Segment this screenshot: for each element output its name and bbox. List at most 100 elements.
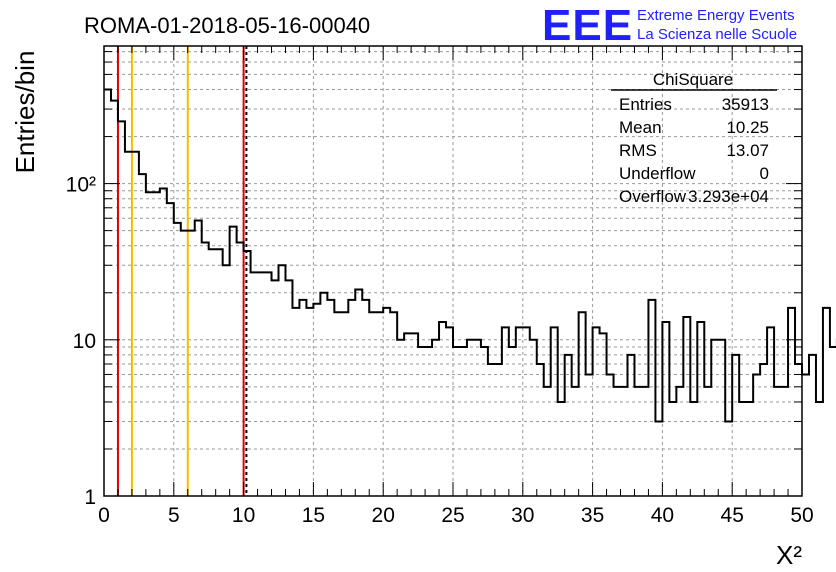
histogram-bin	[774, 387, 781, 496]
histogram-bin	[614, 387, 621, 496]
x-tick-label: 5	[168, 504, 180, 527]
histogram-bin	[746, 402, 753, 496]
histogram-bin	[251, 272, 258, 496]
histogram-bin	[488, 364, 495, 496]
histogram-bin	[516, 327, 523, 496]
histogram-bin	[697, 322, 704, 496]
histogram-bin	[704, 387, 711, 496]
histogram-bin	[572, 387, 579, 496]
histogram-bin	[146, 192, 153, 496]
histogram-bin	[453, 347, 460, 496]
histogram-bin	[230, 227, 237, 496]
histogram-bin	[397, 340, 404, 496]
x-tick-label: 20	[372, 504, 395, 527]
histogram-bin	[690, 402, 697, 496]
histogram-bin	[125, 152, 132, 496]
histogram-bin	[285, 280, 292, 496]
eee-logo-letters: EEE	[542, 1, 633, 50]
histogram-bin	[272, 280, 279, 496]
eee-logo-line-1: Extreme Energy Events	[637, 7, 795, 24]
stats-value-rms: 13.07	[726, 141, 769, 160]
histogram-bin	[258, 272, 265, 496]
histogram-bin	[320, 293, 327, 496]
histogram-bin	[202, 242, 209, 496]
chart-title: ROMA-01-2018-05-16-00040	[84, 13, 370, 38]
x-tick-label: 50	[790, 504, 813, 527]
histogram-bin	[209, 249, 216, 496]
histogram-bin	[586, 374, 593, 496]
histogram-bin	[348, 300, 355, 496]
histogram-bin	[781, 387, 788, 496]
x-tick-label: 15	[302, 504, 325, 527]
axes	[103, 45, 803, 497]
stats-label-mean: Mean	[619, 118, 662, 137]
histogram-bin	[753, 374, 760, 496]
histogram-bin	[593, 327, 600, 496]
histogram-bin	[265, 272, 272, 496]
y-axis-title: Entries/bin	[10, 51, 40, 174]
histogram-bin	[299, 300, 306, 496]
histogram-bin	[418, 347, 425, 496]
x-axis-title: X²	[776, 540, 802, 570]
histogram-bin	[760, 364, 767, 496]
histogram-bin	[306, 308, 313, 496]
histogram-bin	[446, 327, 453, 496]
histogram-bin	[181, 231, 188, 496]
histogram-bin	[788, 308, 795, 496]
histogram-bin	[600, 333, 607, 496]
x-tick-label: 30	[511, 504, 534, 527]
x-tick-label: 10	[232, 504, 255, 527]
tick-labels: 0 5 10 15 20 25 30 35 40 45 50 1 10 10²	[66, 174, 814, 527]
histogram-bin	[662, 322, 669, 496]
histogram-bin	[118, 121, 125, 496]
stats-value-mean: 10.25	[726, 118, 769, 137]
histogram-bin	[739, 402, 746, 496]
x-tick-label: 40	[651, 504, 674, 527]
histogram-bin	[537, 364, 544, 496]
stats-box: ChiSquare Entries 35913 Mean 10.25 RMS 1…	[611, 70, 777, 206]
histogram-bin	[139, 174, 146, 496]
x-tick-label: 45	[721, 504, 744, 527]
histogram-bin	[383, 308, 390, 496]
histogram-bin	[718, 340, 725, 496]
histogram-bin	[425, 347, 432, 496]
histogram-bin	[530, 340, 537, 496]
stats-value-underflow: 0	[760, 164, 769, 183]
stats-label-overflow: Overflow	[619, 187, 687, 206]
histogram-bin	[558, 402, 565, 496]
histogram-bin	[467, 340, 474, 496]
histogram-bin	[628, 355, 635, 496]
stats-label-rms: RMS	[619, 141, 657, 160]
stats-value-overflow: 3.293e+04	[688, 187, 769, 206]
eee-logo-line-2: La Scienza nelle Scuole	[637, 26, 797, 43]
histogram-bin	[495, 364, 502, 496]
histogram-bin	[460, 347, 467, 496]
histogram-bin	[237, 242, 244, 496]
histogram-bin	[579, 312, 586, 496]
histogram-bin	[369, 312, 376, 496]
histogram-bin	[341, 312, 348, 496]
histogram-bin	[823, 308, 830, 496]
y-tick-label: 10	[73, 330, 96, 353]
histogram-bin	[502, 327, 509, 496]
histogram-bin	[474, 340, 481, 496]
histogram-bin	[174, 223, 181, 496]
histogram-bin	[279, 265, 286, 496]
histogram-bin	[132, 152, 139, 496]
histogram-bin	[634, 387, 641, 496]
histogram-bin	[439, 322, 446, 496]
histogram-bin	[432, 340, 439, 496]
histogram-bin	[188, 231, 195, 496]
histogram-bin	[195, 221, 202, 496]
histogram-bin	[244, 251, 251, 496]
grid	[104, 46, 802, 496]
y-tick-label: 10²	[66, 174, 96, 197]
histogram-bin	[327, 300, 334, 496]
histogram-bin	[404, 333, 411, 496]
x-tick-label: 25	[441, 504, 464, 527]
histogram-bin	[376, 312, 383, 496]
histogram-bin	[544, 387, 551, 496]
histogram-bin	[809, 355, 816, 496]
histogram-bin	[795, 364, 802, 496]
histogram-bin	[167, 203, 174, 496]
